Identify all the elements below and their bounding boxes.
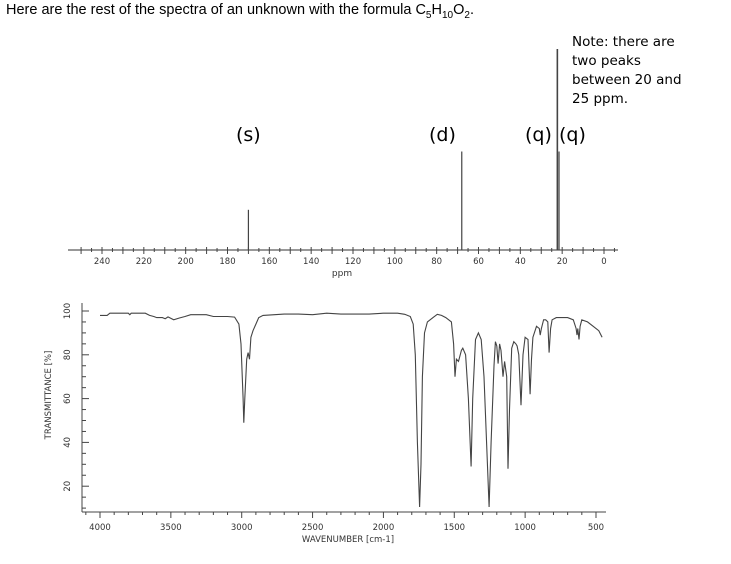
y-tick-label: 80 bbox=[63, 349, 73, 360]
heading-suffix: . bbox=[469, 2, 474, 18]
x-tick-label: 1500 bbox=[443, 523, 465, 533]
x-tick-label: 140 bbox=[303, 257, 319, 267]
y-axis-label: TRANSMITTANCE [%] bbox=[44, 351, 54, 441]
x-tick-label: 180 bbox=[219, 257, 235, 267]
page-heading: Here are the rest of the spectra of an u… bbox=[6, 2, 474, 21]
x-axis-label: ppm bbox=[332, 269, 352, 279]
subscript-o: 2 bbox=[464, 9, 470, 21]
x-axis-label: WAVENUMBER [cm-1] bbox=[302, 535, 394, 545]
x-tick-label: 200 bbox=[178, 257, 194, 267]
heading-text: Here are the rest of the spectra of an u… bbox=[6, 2, 426, 18]
x-tick-label: 220 bbox=[136, 257, 152, 267]
x-tick-label: 120 bbox=[345, 257, 361, 267]
note-text: Note: there are two peaks between 20 and… bbox=[572, 34, 682, 107]
y-tick-label: 100 bbox=[63, 303, 73, 319]
heading-o: O bbox=[453, 2, 465, 18]
multiplicity-label-d: (d) bbox=[429, 124, 456, 146]
y-tick-label: 20 bbox=[63, 481, 73, 492]
x-tick-label: 1000 bbox=[514, 523, 536, 533]
x-tick-label: 500 bbox=[588, 523, 604, 533]
y-tick-label: 60 bbox=[63, 393, 73, 404]
x-tick-label: 2500 bbox=[302, 523, 324, 533]
multiplicity-label-q1: (q) bbox=[525, 124, 552, 146]
ir-trace bbox=[100, 312, 603, 508]
x-tick-label: 60 bbox=[473, 257, 484, 267]
x-tick-label: 3500 bbox=[160, 523, 182, 533]
x-tick-label: 100 bbox=[387, 257, 403, 267]
x-tick-label: 20 bbox=[557, 257, 568, 267]
subscript-h: 10 bbox=[441, 9, 454, 21]
multiplicity-label-q2: (q) bbox=[559, 124, 586, 146]
x-tick-label: 160 bbox=[261, 257, 277, 267]
y-tick-label: 40 bbox=[63, 437, 73, 448]
x-tick-label: 4000 bbox=[89, 523, 111, 533]
x-tick-label: 40 bbox=[515, 257, 526, 267]
subscript-c: 5 bbox=[425, 9, 432, 21]
x-tick-label: 2000 bbox=[373, 523, 395, 533]
x-tick-label: 3000 bbox=[231, 523, 253, 533]
x-tick-label: 240 bbox=[94, 257, 110, 267]
multiplicity-label-s: (s) bbox=[236, 124, 261, 146]
heading-h: H bbox=[431, 2, 442, 18]
x-tick-label: 80 bbox=[431, 257, 442, 267]
x-tick-label: 0 bbox=[601, 257, 606, 267]
